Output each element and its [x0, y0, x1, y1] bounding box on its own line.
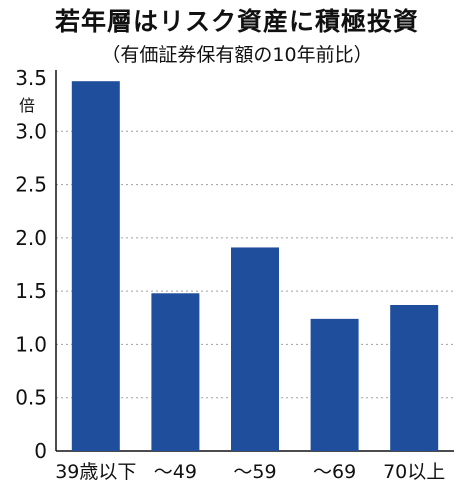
y-tick-label-3: 1.5: [15, 279, 47, 303]
y-tick-label-1: 0.5: [15, 386, 47, 410]
y-tick-label-5: 2.5: [15, 173, 47, 197]
bar-4: [390, 304, 439, 451]
bar-3: [310, 318, 359, 451]
x-category-label-4: 70以上: [383, 461, 445, 483]
x-category-label-3: ～69: [313, 461, 356, 483]
bar-2: [231, 247, 279, 451]
chart-subtitle: （有価証券保有額の10年前比）: [101, 44, 373, 66]
x-category-label-2: ～59: [233, 461, 276, 483]
y-axis-unit: 倍: [19, 96, 36, 115]
bar-0: [71, 81, 120, 451]
chart-title: 若年層はリスク資産に積極投資: [54, 7, 419, 36]
y-tick-label-0: 0: [34, 439, 47, 463]
y-tick-label-7: 3.5: [15, 66, 47, 90]
y-tick-label-6: 3.0: [15, 119, 47, 143]
x-category-label-0: 39歳以下: [55, 461, 136, 483]
y-tick-label-2: 1.0: [15, 332, 47, 356]
y-tick-label-4: 2.0: [15, 226, 47, 250]
x-category-label-1: ～49: [154, 461, 197, 483]
bar-1: [151, 293, 200, 451]
